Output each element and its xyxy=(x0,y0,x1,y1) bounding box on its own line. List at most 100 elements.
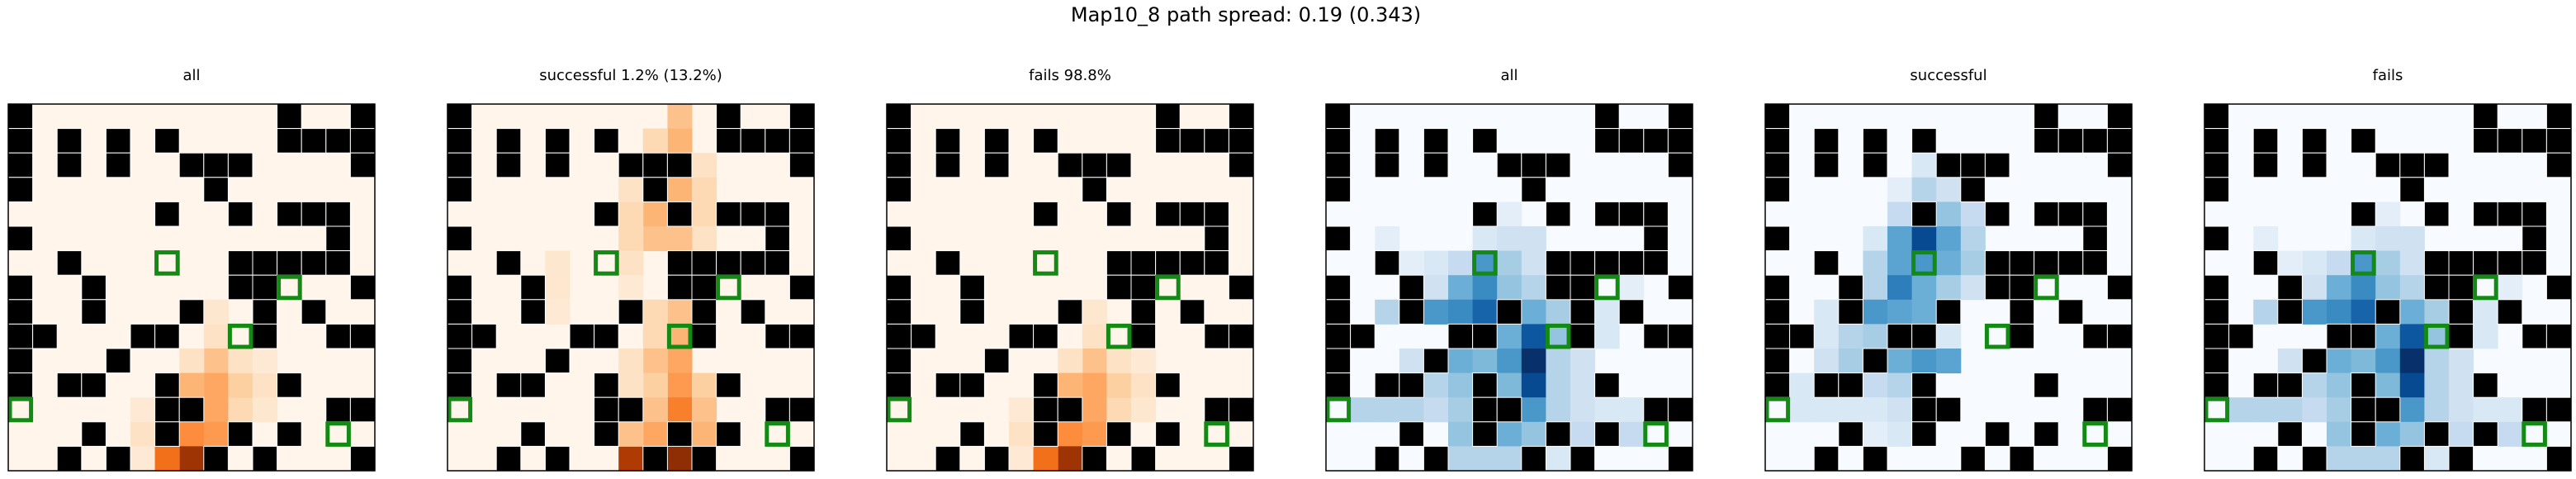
goal-marker xyxy=(1472,250,1498,276)
obstacle-cell xyxy=(1106,250,1132,276)
obstacle-cell xyxy=(1838,274,1863,301)
heatmap-cell xyxy=(2327,275,2352,301)
goal-marker xyxy=(1545,323,1571,349)
heatmap-cell xyxy=(1911,153,1937,178)
obstacle-cell xyxy=(1228,396,1254,423)
obstacle-cell xyxy=(1984,250,2010,276)
obstacle-cell xyxy=(2057,201,2084,227)
obstacle-cell xyxy=(154,396,180,423)
obstacle-cell xyxy=(1862,348,1888,374)
heatmap-cell xyxy=(1131,397,1157,423)
obstacle-cell xyxy=(983,152,1010,178)
obstacle-cell xyxy=(1106,274,1132,301)
obstacle-cell xyxy=(1960,177,1986,202)
obstacle-cell xyxy=(765,250,790,276)
panel-frame xyxy=(7,103,376,472)
obstacle-cell xyxy=(1813,152,1840,178)
heatmap-cell xyxy=(1497,202,1522,227)
obstacle-cell xyxy=(1643,128,1669,154)
heatmap-cell xyxy=(2399,299,2425,325)
panel-title: all xyxy=(1500,67,1518,84)
heatmap-cell xyxy=(1448,446,1474,472)
panel-title: fails 98.8% xyxy=(1029,67,1111,84)
heatmap-cell xyxy=(1399,349,1424,374)
heatmap-cell xyxy=(618,421,644,447)
obstacle-cell xyxy=(2497,201,2523,227)
obstacle-cell xyxy=(2399,445,2425,472)
obstacle-cell xyxy=(2106,323,2133,349)
obstacle-cell xyxy=(1057,396,1083,423)
heatmap-cell xyxy=(2399,250,2425,276)
heatmap-cell xyxy=(2375,226,2401,252)
obstacle-cell xyxy=(1082,152,1107,178)
heatmap-cell xyxy=(1082,324,1107,349)
heatmap-cell xyxy=(692,397,717,423)
heatmap-cell xyxy=(1058,372,1083,398)
obstacle-cell xyxy=(1082,445,1107,472)
obstacle-cell xyxy=(666,201,693,227)
heatmap-cell xyxy=(1911,299,1937,325)
obstacle-cell xyxy=(2009,299,2035,325)
goal-marker xyxy=(154,250,180,276)
obstacle-cell xyxy=(1155,103,1181,130)
obstacle-cell xyxy=(716,128,741,154)
heatmap-cell xyxy=(2375,349,2401,374)
heatmap-cell xyxy=(1838,349,1863,374)
obstacle-cell xyxy=(666,250,693,276)
obstacle-cell xyxy=(252,274,278,301)
heatmap-cell xyxy=(1448,372,1474,398)
obstacle-cell xyxy=(1935,152,1962,178)
heatmap-cell xyxy=(1448,349,1474,374)
obstacle-cell xyxy=(594,201,619,227)
heatmap-cell xyxy=(2351,446,2376,472)
obstacle-cell xyxy=(203,152,229,178)
heatmap-cell xyxy=(1375,397,1400,423)
obstacle-cell xyxy=(325,396,351,423)
obstacle-cell xyxy=(1838,372,1863,398)
obstacle-cell xyxy=(2106,103,2133,130)
panel-frame xyxy=(886,103,1254,472)
obstacle-cell xyxy=(1033,128,1058,154)
obstacle-cell xyxy=(1325,274,1352,301)
obstacle-cell xyxy=(325,323,351,349)
heatmap-cell xyxy=(1936,177,1962,202)
obstacle-cell xyxy=(2375,299,2401,325)
heatmap-cell xyxy=(667,177,693,202)
panel-title: successful xyxy=(1910,67,1986,84)
obstacle-cell xyxy=(1545,250,1571,276)
obstacle-cell xyxy=(1033,201,1058,227)
obstacle-cell xyxy=(935,128,961,154)
obstacle-cell xyxy=(1764,274,1791,301)
obstacle-cell xyxy=(2034,372,2059,398)
obstacle-cell xyxy=(1667,323,1693,349)
obstacle-cell xyxy=(2057,128,2084,154)
obstacle-cell xyxy=(2351,396,2376,423)
heatmap-cell xyxy=(692,153,717,178)
heatmap-cell xyxy=(2399,421,2425,447)
obstacle-cell xyxy=(1911,323,1937,349)
heatmap-cell xyxy=(692,226,717,252)
obstacle-cell xyxy=(325,128,351,154)
obstacle-cell xyxy=(1106,152,1132,178)
heatmap-cell xyxy=(179,349,205,374)
heatmap-cell xyxy=(2424,372,2450,398)
goal-marker xyxy=(2204,396,2230,423)
obstacle-cell xyxy=(1570,323,1596,349)
obstacle-cell xyxy=(495,152,522,178)
heatmap-cell xyxy=(1619,397,1645,423)
obstacle-cell xyxy=(594,372,619,398)
obstacle-cell xyxy=(1228,128,1254,154)
obstacle-cell xyxy=(154,201,180,227)
heatmap-cell xyxy=(203,299,229,325)
obstacle-cell xyxy=(1764,225,1791,252)
obstacle-cell xyxy=(2204,323,2230,349)
obstacle-cell xyxy=(2301,152,2327,178)
obstacle-cell xyxy=(7,299,34,325)
obstacle-cell xyxy=(886,128,912,154)
panel-title: fails xyxy=(2373,67,2403,84)
heatmap-cell xyxy=(1521,324,1546,349)
obstacle-cell xyxy=(886,348,912,374)
obstacle-cell xyxy=(594,323,619,349)
heatmap-cell xyxy=(1497,446,1522,472)
heatmap-cell xyxy=(1058,349,1083,374)
